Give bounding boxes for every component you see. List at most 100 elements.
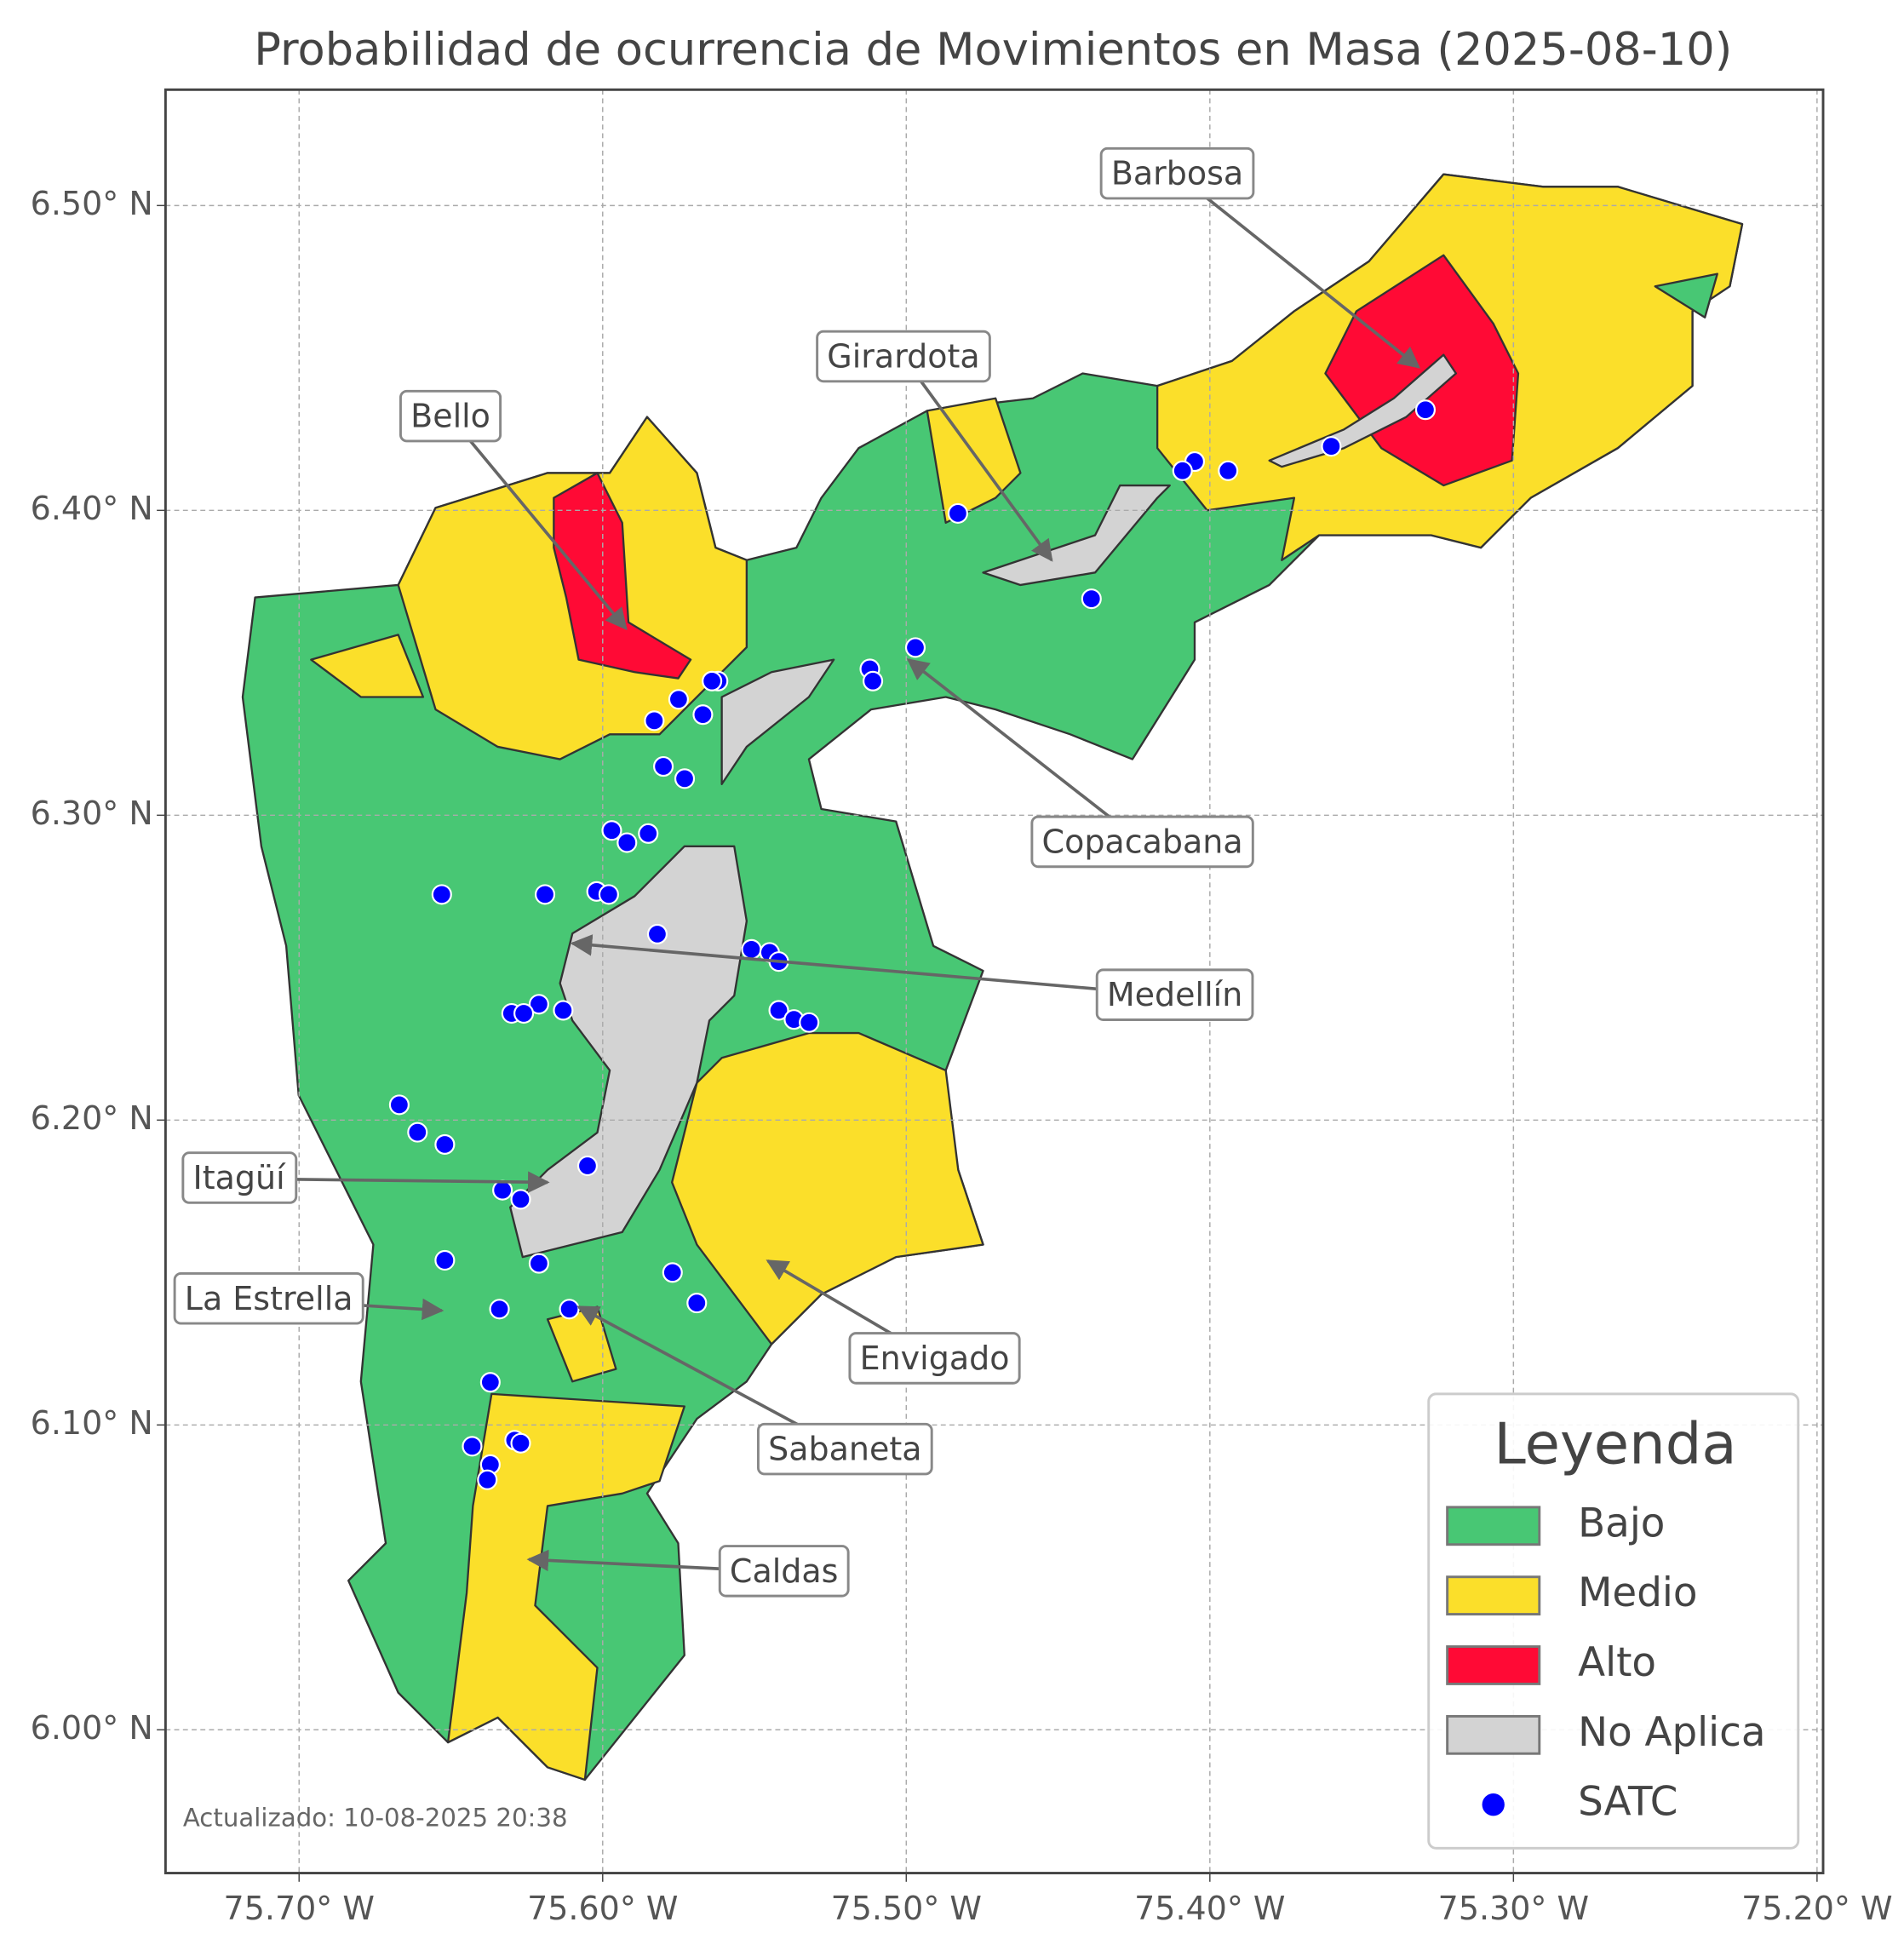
annotation: Sabaneta [756, 1422, 933, 1476]
satc-point [388, 1094, 410, 1116]
region-medio [310, 634, 425, 698]
annotation-arrow [449, 416, 628, 631]
region-medio [671, 1031, 984, 1345]
annotation-box [181, 1151, 298, 1204]
satc-point [653, 755, 674, 777]
annotation-box [399, 389, 502, 443]
map-title: Probabilidad de ocurrencia de Movimiento… [254, 24, 1732, 76]
y-tick-label: 6.30° N [31, 795, 153, 832]
satc-point [479, 1372, 501, 1393]
legend-swatch [1446, 1714, 1541, 1755]
satc-point [407, 1122, 428, 1143]
satc-point [702, 670, 723, 691]
annotation-box [1030, 815, 1254, 869]
region-medio [926, 397, 1022, 525]
region-medio [446, 1392, 685, 1781]
satc-point [1321, 436, 1342, 457]
annotation: Medellín [1095, 968, 1254, 1021]
satc-point [431, 884, 452, 905]
satc-point [617, 832, 638, 853]
satc-point [1172, 460, 1193, 481]
region-alto [553, 472, 692, 680]
satc-point [462, 1436, 483, 1457]
satc-point [477, 1469, 498, 1490]
satc-point [528, 994, 549, 1015]
annotation-box [1095, 968, 1254, 1021]
update-note: Actualizado: 10-08-2025 20:38 [183, 1804, 568, 1833]
annotation-label: Bello [410, 398, 490, 435]
satc-point [492, 1179, 513, 1201]
annotation: Barbosa [1099, 146, 1255, 200]
satc-point [534, 884, 556, 905]
annotation-box [718, 1545, 850, 1598]
legend-swatch [1446, 1645, 1541, 1685]
satc-point [576, 1155, 599, 1177]
satc-point [434, 1249, 456, 1271]
y-tick-label: 6.50° N [31, 185, 153, 222]
annotation-arrow [906, 658, 1144, 844]
satc-point [662, 1262, 683, 1283]
satc-point [434, 1133, 456, 1156]
annotation-label: Sabaneta [768, 1431, 921, 1468]
satc-point [638, 823, 659, 844]
y-tick-label: 6.00° N [31, 1709, 153, 1747]
satc-point [510, 1432, 531, 1454]
annotation: Caldas [718, 1545, 850, 1598]
annotation: Envigado [848, 1332, 1021, 1385]
legend: Leyenda Bajo Medio Alto No Aplica SATC [1427, 1392, 1800, 1850]
satc-point [768, 1000, 789, 1021]
x-tick-label: 75.20° W [1741, 1890, 1892, 1927]
annotation: La Estrella [173, 1272, 364, 1325]
legend-label: Bajo [1578, 1500, 1665, 1546]
annotation-box [816, 330, 991, 383]
region-no-aplica [509, 845, 748, 1259]
satc-point [1218, 460, 1239, 481]
satc-point [799, 1012, 820, 1033]
annotation: Bello [399, 389, 502, 443]
satc-point [601, 820, 622, 841]
annotation: Girardota [816, 330, 991, 383]
satc-point [489, 1299, 510, 1320]
satc-point [598, 884, 619, 905]
satc-point [904, 637, 926, 658]
satc-point [674, 768, 696, 789]
annotation-label: Caldas [730, 1552, 839, 1590]
satc-point [692, 704, 714, 726]
legend-label: SATC [1578, 1780, 1677, 1826]
satc-point [513, 1002, 535, 1024]
region-no-aplica [720, 658, 835, 785]
satc-point [947, 502, 968, 524]
annotation-box [1099, 146, 1255, 200]
legend-swatch [1446, 1506, 1541, 1546]
annotation-arrow [1176, 173, 1421, 369]
annotation-box [173, 1272, 364, 1325]
annotation-label: Copacabana [1042, 823, 1243, 860]
region-no-aplica [982, 484, 1171, 587]
annotation-label: Girardota [827, 337, 979, 375]
annotation-arrow [902, 356, 1053, 562]
legend-label: No Aplica [1578, 1710, 1765, 1756]
y-tick-label: 6.40° N [31, 490, 153, 527]
y-tick-label: 6.10° N [31, 1404, 153, 1442]
legend-marker [1482, 1793, 1505, 1816]
satc-point [1081, 588, 1102, 610]
annotation-label: Medellín [1107, 976, 1242, 1013]
annotation-box [848, 1332, 1021, 1385]
satc-point [741, 938, 762, 960]
satc-point [686, 1293, 708, 1314]
x-tick-label: 75.50° W [831, 1890, 982, 1927]
annotation: Copacabana [1030, 815, 1254, 869]
satc-point [1414, 399, 1437, 421]
annotation-label: Barbosa [1111, 155, 1243, 192]
satc-point [668, 689, 689, 710]
satc-point [644, 710, 665, 732]
satc-point [559, 1299, 580, 1320]
legend-swatch [1446, 1575, 1541, 1616]
satc-point [553, 1000, 574, 1021]
x-tick-label: 75.70° W [224, 1890, 375, 1927]
y-tick-label: 6.20° N [31, 1099, 153, 1137]
annotation-box [756, 1422, 933, 1476]
region-no-aplica [1268, 353, 1458, 468]
